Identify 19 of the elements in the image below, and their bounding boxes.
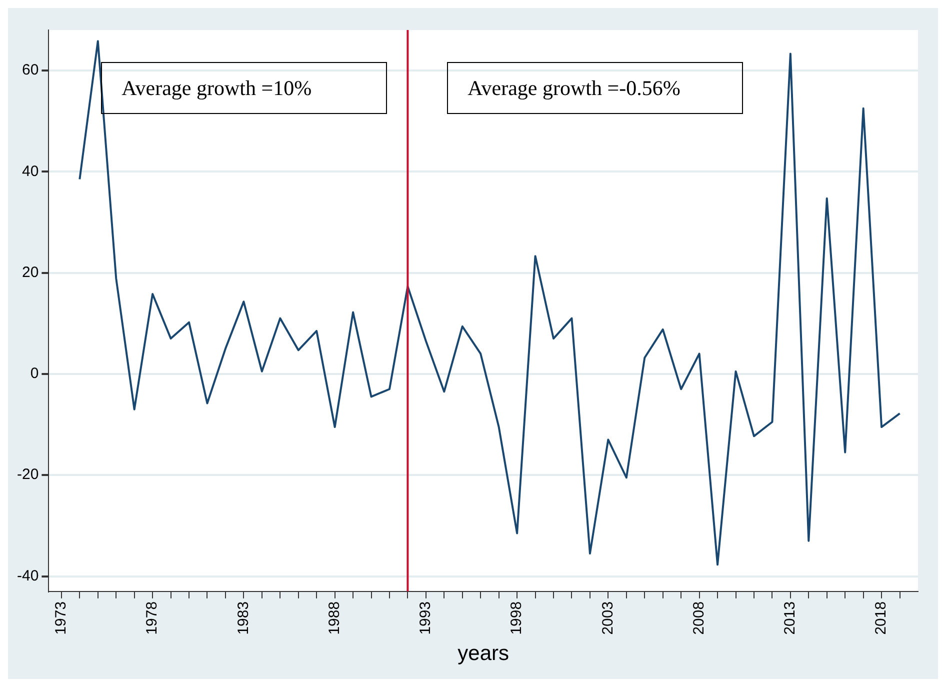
x-tick-label: 2003	[599, 601, 616, 635]
x-tick-label: 2008	[690, 601, 708, 635]
x-tick-label: 2018	[872, 601, 890, 635]
x-tick-label: 1983	[234, 601, 252, 635]
y-tick-label: 40	[22, 162, 39, 180]
x-tick-label: 1973	[52, 601, 70, 635]
x-axis-title: years	[458, 642, 510, 666]
y-tick-label: -20	[16, 466, 39, 484]
y-tick-label: 60	[22, 62, 39, 79]
x-tick-label: 2013	[782, 601, 799, 635]
x-tick-label: 1988	[326, 601, 343, 635]
annotation: Average growth =-0.56%	[446, 62, 743, 114]
x-tick-label: 1998	[508, 601, 526, 635]
y-tick-label: 0	[30, 365, 39, 382]
y-tick-label: -40	[16, 567, 39, 584]
x-tick-label: 1978	[144, 601, 161, 635]
annotation: Average growth =10%	[100, 62, 387, 114]
x-tick-label: 1993	[417, 601, 434, 635]
y-tick-label: 20	[22, 264, 39, 281]
